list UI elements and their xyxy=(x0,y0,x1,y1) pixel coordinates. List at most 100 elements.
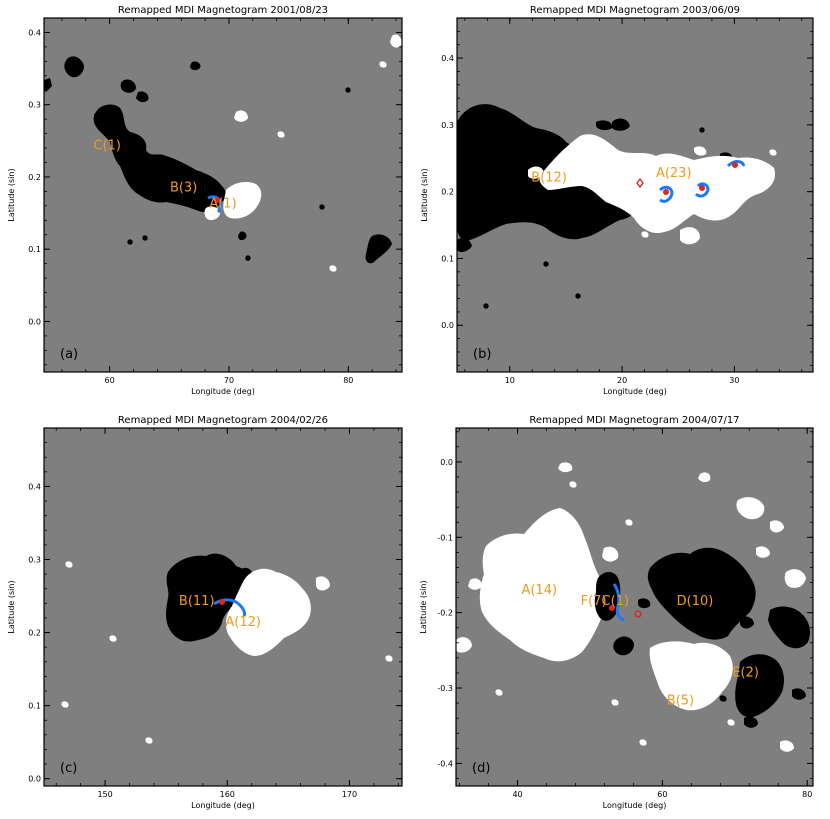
panel-c-ytick-label: 0.0 xyxy=(28,775,41,784)
panel-c-xtick-label: 170 xyxy=(342,790,357,799)
negative-polarity-blob xyxy=(638,598,651,609)
panel-d-ytick-label: 0.0 xyxy=(440,458,453,467)
panel-c-ylabel: Latitude (sin) xyxy=(7,580,16,633)
panel-d-ylabel: Latitude (sin) xyxy=(419,580,428,633)
panel-a-ytick-label: 0.2 xyxy=(28,173,41,182)
positive-polarity-blob xyxy=(329,265,337,272)
panel-d-xtick-label: 60 xyxy=(657,790,667,799)
positive-polarity-blob xyxy=(756,546,770,558)
panel-a-title: Remapped MDI Magnetogram 2001/08/23 xyxy=(118,5,328,16)
positive-polarity-blob xyxy=(495,689,503,696)
panel-a-label: (a) xyxy=(60,347,78,362)
positive-polarity-blob xyxy=(649,641,733,711)
positive-polarity-blob xyxy=(456,637,472,653)
panel-c-title: Remapped MDI Magnetogram 2004/02/26 xyxy=(118,415,328,426)
panel-c-xtick-label: 160 xyxy=(220,790,235,799)
panel-a-xlabel: Longitude (deg) xyxy=(191,387,255,396)
positive-polarity-blob xyxy=(698,472,711,483)
positive-polarity-blob xyxy=(625,519,633,526)
panel-a-xtick-label: 70 xyxy=(224,376,234,385)
panel-c-ytick-label: 0.2 xyxy=(28,629,41,638)
panel-c-ytick-label: 0.3 xyxy=(28,556,41,565)
panel-d-label: (d) xyxy=(472,761,490,776)
positive-polarity-blob xyxy=(234,110,248,122)
region-label: E(2) xyxy=(732,666,759,681)
region-label: D(10) xyxy=(677,594,714,609)
positive-polarity-blob xyxy=(204,206,220,221)
positive-polarity-blob xyxy=(61,701,69,708)
panel-b-xtick-label: 10 xyxy=(505,376,515,385)
panel-b: Remapped MDI Magnetogram 2003/06/09 Longi… xyxy=(420,5,814,396)
panel-a-ytick-label: 0.3 xyxy=(28,101,41,110)
negative-polarity-blob xyxy=(64,56,84,78)
panel-a-ytick-label: 0.0 xyxy=(28,317,41,326)
region-label: A(14) xyxy=(521,583,557,598)
flare-marker xyxy=(663,189,669,195)
positive-polarity-blob xyxy=(65,561,73,568)
positive-polarity-blob xyxy=(694,146,707,156)
region-label: B(12) xyxy=(531,171,567,186)
panel-d-magnetogram xyxy=(456,462,810,752)
positive-polarity-blob xyxy=(109,635,117,642)
negative-polarity-blob xyxy=(319,204,325,210)
panel-b-ytick-label: 0.4 xyxy=(441,54,454,63)
panel-b-xtick-label: 30 xyxy=(729,376,739,385)
panel-b-ytick-label: 0.0 xyxy=(441,321,454,330)
region-label: F(7) xyxy=(581,594,607,609)
neutral-line-contour xyxy=(694,182,710,198)
positive-polarity-region xyxy=(223,182,262,219)
region-label: C(1) xyxy=(602,594,630,609)
negative-polarity-blob xyxy=(345,87,351,93)
negative-polarity-blob xyxy=(596,120,613,131)
flare-marker-diamond xyxy=(636,177,644,189)
region-label: B(5) xyxy=(667,694,694,709)
region-label: B(3) xyxy=(170,180,197,195)
negative-polarity-region xyxy=(93,104,226,212)
panel-d-ytick-label: -0.4 xyxy=(437,759,453,768)
flare-marker-open xyxy=(634,610,642,618)
negative-polarity-blob xyxy=(699,127,705,133)
panel-c: Remapped MDI Magnetogram 2004/02/26 Longi… xyxy=(7,415,403,810)
panel-a: Remapped MDI Magnetogram 2001/08/23 Longi… xyxy=(7,5,403,396)
panel-d-title: Remapped MDI Magnetogram 2004/07/17 xyxy=(529,415,739,426)
positive-polarity-blob xyxy=(769,149,777,156)
flare-marker xyxy=(214,197,220,203)
negative-polarity-blob xyxy=(613,636,634,656)
neutral-line-contour xyxy=(658,185,674,203)
panel-d-xtick-label: 40 xyxy=(512,790,522,799)
positive-polarity-blob xyxy=(558,462,573,473)
negative-polarity-blob xyxy=(127,239,133,245)
negative-polarity-blob xyxy=(792,688,806,700)
region-label: A(12) xyxy=(225,615,261,630)
positive-polarity-blob xyxy=(145,737,153,744)
panel-c-xtick-label: 150 xyxy=(97,790,112,799)
region-label: B(11) xyxy=(179,594,215,609)
panel-b-xtick-label: 20 xyxy=(617,376,627,385)
positive-polarity-blob xyxy=(316,576,330,591)
negative-polarity-blob xyxy=(245,255,251,261)
positive-polarity-blob xyxy=(602,546,619,562)
panel-d-ytick-label: -0.3 xyxy=(437,684,453,693)
flare-marker xyxy=(609,605,615,611)
region-label: A(23) xyxy=(656,166,692,181)
negative-polarity-blob xyxy=(768,606,810,649)
region-label: C(1) xyxy=(93,138,121,153)
neutral-line-contour xyxy=(612,583,625,622)
panel-b-magnetogram xyxy=(457,104,777,309)
negative-polarity-blob xyxy=(612,118,630,131)
positive-polarity-blob xyxy=(569,481,577,488)
positive-polarity-blob xyxy=(379,61,387,68)
positive-polarity-blob xyxy=(780,740,794,752)
panel-a-frame xyxy=(43,17,403,373)
positive-polarity-blob xyxy=(291,599,299,606)
panel-a-magnetogram xyxy=(44,34,402,272)
positive-polarity-region xyxy=(225,568,311,656)
neutral-line-contour xyxy=(726,160,746,168)
flare-marker xyxy=(732,162,738,168)
panel-b-xlabel: Longitude (deg) xyxy=(603,387,667,396)
panel-a-xtick-label: 60 xyxy=(105,376,115,385)
panel-b-ytick-label: 0.3 xyxy=(441,121,454,130)
negative-polarity-blob xyxy=(190,61,201,71)
negative-polarity-blob xyxy=(740,616,754,629)
